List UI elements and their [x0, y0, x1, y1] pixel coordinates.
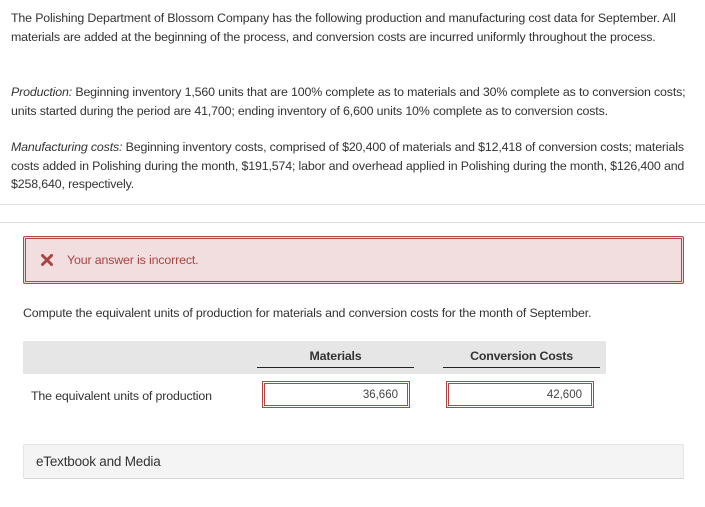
production-label: Production:	[11, 85, 73, 99]
manufacturing-costs-text: Beginning inventory costs, comprised of …	[11, 140, 685, 191]
divider	[0, 222, 705, 223]
incorrect-answer-alert: Your answer is incorrect.	[23, 236, 684, 284]
x-mark-icon	[40, 253, 54, 267]
equivalent-units-table: Materials Conversion Costs The equivalen…	[23, 341, 606, 424]
production-text: Beginning inventory 1,560 units that are…	[11, 85, 686, 118]
conversion-costs-equivalent-units-input[interactable]	[446, 381, 594, 408]
problem-intro: The Polishing Department of Blossom Comp…	[11, 11, 676, 44]
feedback-message: Your answer is incorrect.	[67, 253, 199, 267]
etextbook-label: eTextbook and Media	[36, 454, 161, 469]
table-header-row: Materials Conversion Costs	[23, 341, 606, 374]
manufacturing-costs-label: Manufacturing costs:	[11, 140, 123, 154]
column-header-materials: Materials	[257, 349, 414, 368]
manufacturing-costs-data: Manufacturing costs: Beginning inventory…	[11, 138, 701, 194]
materials-equivalent-units-input[interactable]	[262, 381, 410, 408]
etextbook-and-media-button[interactable]: eTextbook and Media	[23, 444, 684, 479]
row-label: The equivalent units of production	[31, 389, 212, 403]
production-data: Production: Beginning inventory 1,560 un…	[11, 83, 701, 120]
question-instruction: Compute the equivalent units of producti…	[23, 306, 592, 320]
column-header-conversion-costs: Conversion Costs	[443, 349, 600, 368]
table-row: The equivalent units of production	[23, 374, 606, 424]
divider	[0, 204, 705, 205]
